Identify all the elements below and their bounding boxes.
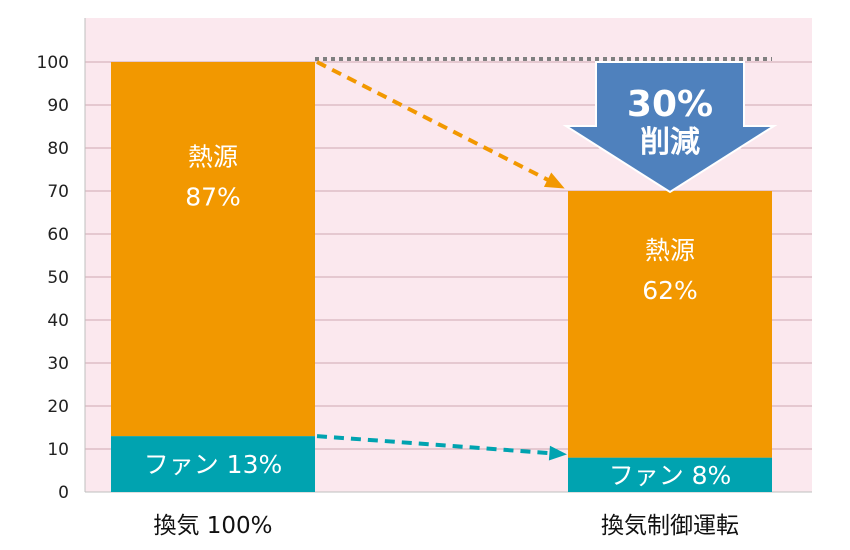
y-tick-label-70: 70 xyxy=(47,182,69,202)
segment-label-line: 熱源 xyxy=(645,236,695,265)
heat-connector-arrowhead xyxy=(543,172,565,189)
bars: ファン 13% 熱源 87% ファン 8% 熱源 62% xyxy=(111,62,772,492)
y-tick-label-40: 40 xyxy=(47,311,69,331)
y-tick-label-30: 30 xyxy=(47,354,69,374)
reduction-arrow-shape xyxy=(562,61,778,194)
y-tick-label-80: 80 xyxy=(47,139,69,159)
segment-label-1-0: ファン 8% xyxy=(609,461,732,490)
bar-1-segment-1 xyxy=(568,191,772,458)
segment-label-line: 熱源 xyxy=(188,142,238,171)
reduction-label: 削減 xyxy=(640,125,700,160)
category-label-1: 換気制御運転 xyxy=(601,513,739,539)
reduction-percent: 30% xyxy=(627,84,713,125)
fan-connector-arrowhead xyxy=(548,445,567,461)
y-tick-label-50: 50 xyxy=(47,268,69,288)
bar-0-segment-0 xyxy=(111,436,315,492)
y-tick-label-10: 10 xyxy=(47,440,69,460)
segment-label-line: 62% xyxy=(642,276,698,305)
segment-label-line: 87% xyxy=(185,182,241,211)
category-labels: 換気 100% 換気制御運転 xyxy=(153,513,739,539)
y-tick-label-100: 100 xyxy=(37,53,69,73)
heat-connector-line xyxy=(316,60,555,185)
y-axis: 0 10 20 30 40 50 60 70 80 90 100 xyxy=(37,18,812,503)
bar-0-segment-1 xyxy=(111,62,315,437)
segment-label-1-1: 熱源 62% xyxy=(642,236,698,305)
y-tick-label-0: 0 xyxy=(58,483,69,503)
segment-label-0-0: ファン 13% xyxy=(144,450,283,479)
fan-connector-line xyxy=(316,434,557,456)
reduction-arrow: 30% 削減 xyxy=(562,61,778,194)
y-tick-label-90: 90 xyxy=(47,96,69,116)
connectors xyxy=(315,57,772,461)
y-tick-label-60: 60 xyxy=(47,225,69,245)
y-tick-label-20: 20 xyxy=(47,397,69,417)
category-label-0: 換気 100% xyxy=(153,513,272,539)
bar-1-segment-0 xyxy=(568,457,772,492)
segment-label-0-1: 熱源 87% xyxy=(185,142,241,211)
